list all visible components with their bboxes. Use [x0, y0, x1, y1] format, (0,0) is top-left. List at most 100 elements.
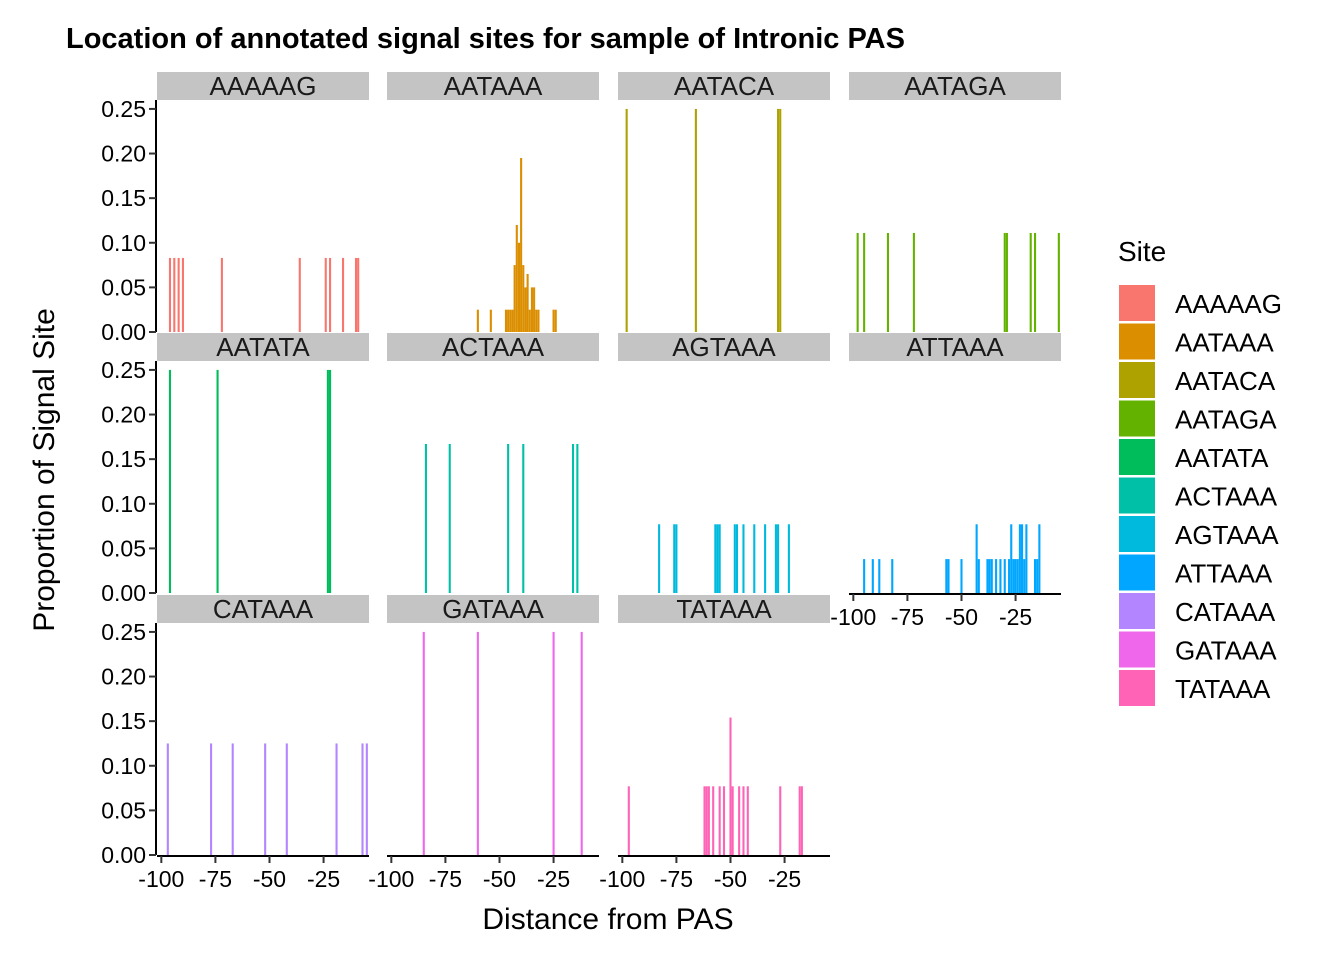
- bar: [856, 232, 859, 332]
- bar: [476, 309, 479, 332]
- facet-aataaa: AATAAA: [387, 71, 599, 332]
- legend-label: ACTAAA: [1175, 482, 1278, 512]
- facet-strip-label: TATAAA: [676, 594, 772, 624]
- bar: [871, 559, 874, 593]
- bar: [742, 524, 745, 593]
- facet-strip: [849, 72, 1061, 100]
- bar: [779, 108, 782, 332]
- bar: [787, 524, 790, 593]
- bar: [1018, 524, 1021, 593]
- bar: [580, 631, 583, 855]
- bar: [298, 257, 301, 332]
- x-tick-label: -75: [429, 866, 462, 892]
- bar: [878, 559, 881, 593]
- legend-swatch: [1119, 323, 1155, 360]
- bar: [513, 265, 516, 332]
- bar: [731, 786, 734, 855]
- bar: [507, 443, 510, 593]
- legend-item: GATAAA: [1119, 631, 1277, 668]
- x-tick-label: -100: [830, 604, 876, 630]
- facet-strip: [618, 595, 830, 623]
- facet-strip-label: AATAAA: [444, 71, 543, 101]
- bar: [1029, 232, 1032, 332]
- y-tick-label: 0.00: [101, 319, 146, 345]
- legend-label: AATATA: [1175, 443, 1269, 473]
- bar: [341, 257, 345, 332]
- bar: [779, 786, 782, 855]
- bar: [1057, 232, 1060, 332]
- facet-strip-label: AATACA: [674, 71, 775, 101]
- bar: [912, 232, 915, 332]
- y-tick-label: 0.15: [101, 708, 146, 734]
- bar: [520, 158, 523, 332]
- bar: [554, 309, 557, 332]
- bar: [231, 743, 234, 855]
- bar: [210, 743, 213, 855]
- facet-aatata: AATATA 0.00 0.05 0.10 0.15 0.20 0.25: [101, 332, 369, 606]
- legend-swatch: [1119, 631, 1155, 668]
- bar: [774, 524, 777, 593]
- bar: [1008, 559, 1011, 593]
- y-tick-label: 0.15: [101, 446, 146, 472]
- legend-item: AAAAAG: [1119, 285, 1282, 321]
- bar: [800, 786, 803, 855]
- legend-label: AGTAAA: [1175, 520, 1279, 550]
- facet-strip-label: ACTAAA: [442, 332, 545, 362]
- bar: [673, 524, 676, 593]
- y-tick-label: 0.00: [101, 580, 146, 606]
- facet-strip-label: CATAAA: [213, 594, 314, 624]
- facet-strip: [157, 595, 369, 623]
- bar: [947, 559, 950, 593]
- bar: [886, 232, 889, 332]
- bar: [798, 786, 801, 855]
- bar: [533, 287, 536, 332]
- bar: [522, 443, 525, 593]
- y-tick-label: 0.00: [101, 842, 146, 868]
- facet-aaaaag: AAAAAG 0.00 0.05 0.10 0.15 0.20 0.25: [101, 71, 369, 345]
- bar: [535, 309, 538, 332]
- bar: [990, 559, 993, 593]
- bar: [988, 559, 991, 593]
- facet-strip-label: ATTAAA: [906, 332, 1004, 362]
- bar: [216, 369, 219, 593]
- bar: [753, 524, 756, 593]
- legend-swatch: [1119, 285, 1155, 321]
- bar: [526, 274, 529, 332]
- bar: [504, 309, 508, 332]
- facet-aataca: AATACA: [618, 71, 830, 332]
- bar: [329, 257, 332, 332]
- legend-label: ATTAAA: [1175, 559, 1273, 589]
- x-tick-label: -50: [714, 866, 747, 892]
- legend-item: AATATA: [1119, 439, 1269, 475]
- facet-strip-label: AATATA: [216, 332, 310, 362]
- bar: [1014, 559, 1017, 593]
- facet-attaaa: ATTAAA -100 -75 -50 -25: [830, 332, 1061, 630]
- legend-swatch: [1119, 439, 1155, 475]
- bar: [166, 743, 169, 855]
- x-tick-label: -50: [945, 604, 978, 630]
- y-tick-label: 0.20: [101, 664, 146, 690]
- legend-swatch: [1119, 670, 1155, 706]
- facet-aataga: AATAGA: [849, 71, 1061, 332]
- bar: [891, 559, 894, 593]
- bar: [764, 524, 767, 593]
- bar: [1010, 524, 1013, 593]
- bar: [1016, 559, 1019, 593]
- x-tick-label: -75: [891, 604, 924, 630]
- x-tick-label: -25: [999, 604, 1032, 630]
- bar: [220, 257, 223, 332]
- x-tick-label: -25: [768, 866, 801, 892]
- legend-label: AAAAAG: [1175, 289, 1282, 319]
- bar: [718, 524, 721, 593]
- bar: [742, 786, 745, 855]
- bar: [625, 108, 628, 332]
- legend-item: AATAGA: [1119, 400, 1277, 437]
- bar: [335, 743, 338, 855]
- bar: [975, 524, 978, 593]
- bar: [703, 786, 706, 855]
- facet-strip: [387, 333, 599, 361]
- facet-actaaa: ACTAAA: [387, 332, 599, 593]
- bar: [177, 257, 180, 332]
- bar: [718, 786, 721, 855]
- legend-item: ATTAAA: [1119, 554, 1273, 591]
